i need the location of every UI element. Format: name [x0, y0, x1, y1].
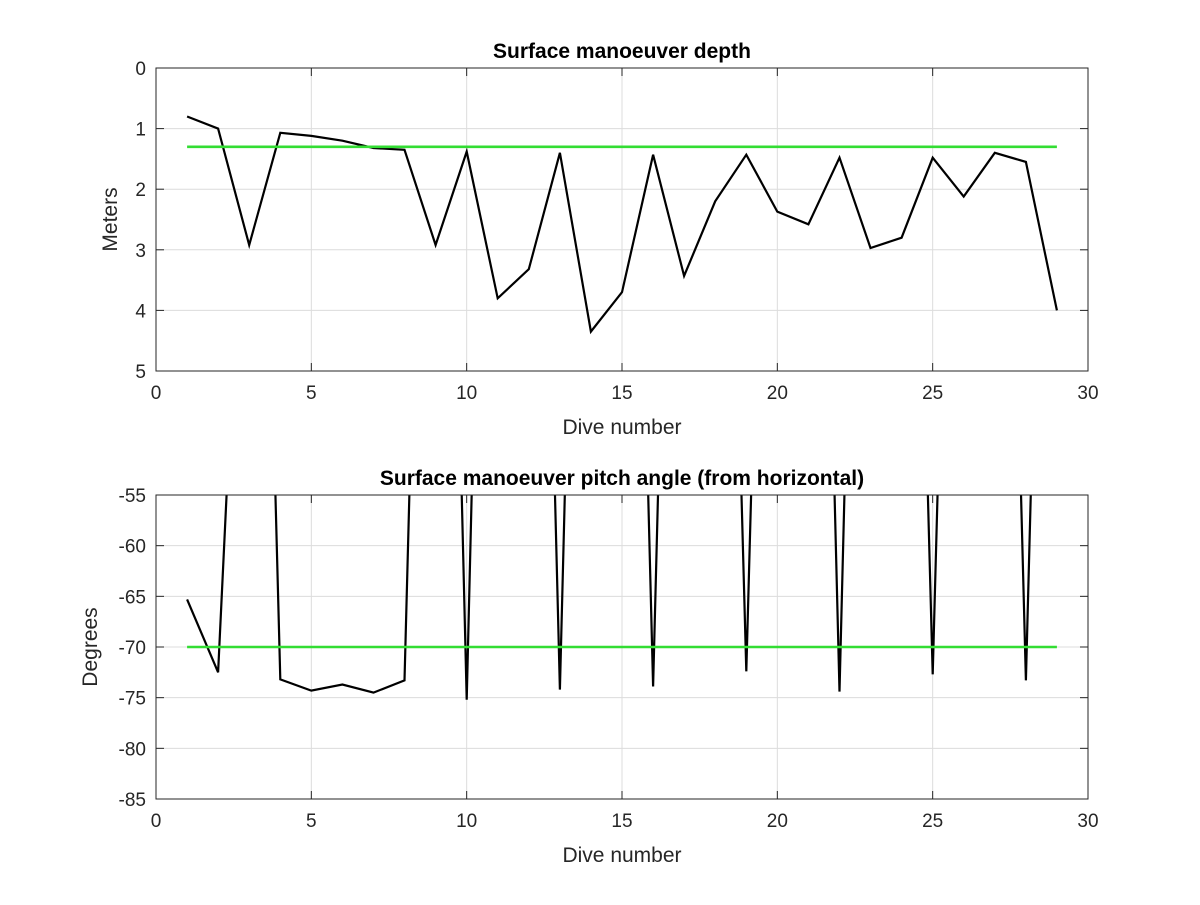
chart-2-x-tick-label: 15: [611, 811, 632, 832]
chart-1-x-axis-label: Dive number: [562, 416, 681, 439]
chart-2-x-tick-label: 25: [922, 811, 943, 832]
chart-2-y-tick-label: -55: [119, 486, 146, 507]
chart-1-y-tick-label: 4: [135, 301, 146, 322]
chart-2-x-tick-label: 5: [306, 811, 317, 832]
chart-1-x-tick-label: 25: [922, 383, 943, 404]
chart-2-x-tick-label: 10: [456, 811, 477, 832]
chart-2-y-tick-label: -75: [119, 689, 146, 710]
chart-1-y-tick-label: 2: [135, 180, 146, 201]
chart-2-x-tick-label: 0: [151, 811, 162, 832]
chart-2-y-tick-label: -70: [119, 638, 146, 659]
chart-1-x-tick-label: 15: [611, 383, 632, 404]
chart-1-title: Surface manoeuver depth: [493, 40, 751, 63]
chart-2-y-axis-label: Degrees: [79, 607, 102, 686]
chart-2-x-tick-label: 30: [1077, 811, 1098, 832]
chart-1-x-tick-label: 30: [1077, 383, 1098, 404]
chart-1-y-tick-label: 1: [135, 120, 146, 141]
chart-2-x-tick-label: 20: [767, 811, 788, 832]
chart-2-x-axis-label: Dive number: [562, 844, 681, 867]
chart-1-y-tick-label: 5: [135, 362, 146, 383]
chart-1-y-tick-label: 0: [135, 59, 146, 80]
chart-2: 0 5 10 15 20 25 30 -55 -60 -65 -70 -75 -80 -85 Surface…: [79, 467, 1099, 867]
chart-1-x-tick-label: 5: [306, 383, 317, 404]
chart-2-y-tick-label: -85: [119, 790, 146, 811]
chart-2-y-tick-label: -80: [119, 739, 146, 760]
chart-1-x-tick-label: 0: [151, 383, 162, 404]
chart-1-x-tick-label: 20: [767, 383, 788, 404]
chart-1-y-axis-label: Meters: [99, 187, 122, 251]
chart-1-x-tick-label: 10: [456, 383, 477, 404]
chart-2-y-tick-label: -60: [119, 537, 146, 558]
chart-2-y-tick-label: -65: [119, 587, 146, 608]
chart-2-title: Surface manoeuver pitch angle (from hori…: [380, 467, 864, 490]
chart-1-y-tick-label: 3: [135, 241, 146, 262]
chart-2-data-line: [186, 495, 1032, 700]
chart-1-data-line: [186, 115, 1058, 335]
